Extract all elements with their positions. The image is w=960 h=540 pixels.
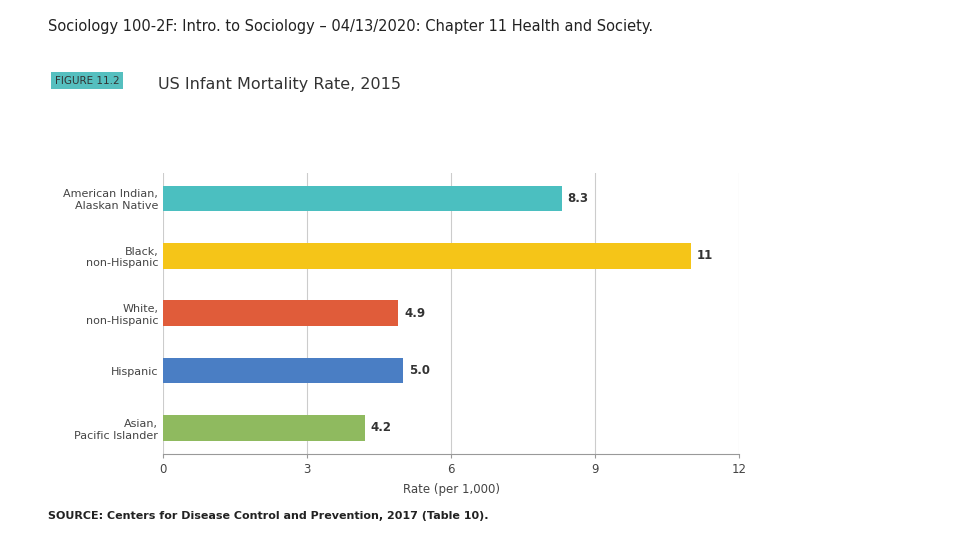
- Text: SOURCE: Centers for Disease Control and Prevention, 2017 (Table 10).: SOURCE: Centers for Disease Control and …: [48, 511, 489, 521]
- Text: Sociology 100-2F: Intro. to Sociology – 04/13/2020: Chapter 11 Health and Societ: Sociology 100-2F: Intro. to Sociology – …: [48, 19, 653, 34]
- Bar: [163, 415, 365, 441]
- X-axis label: Rate (per 1,000): Rate (per 1,000): [402, 483, 500, 496]
- Bar: [163, 243, 691, 269]
- Bar: [163, 357, 403, 383]
- Text: 4.2: 4.2: [371, 421, 392, 434]
- Text: 11: 11: [697, 249, 713, 262]
- Text: 5.0: 5.0: [409, 364, 430, 377]
- Bar: [163, 300, 398, 326]
- Text: 4.9: 4.9: [404, 307, 425, 320]
- Text: US Infant Mortality Rate, 2015: US Infant Mortality Rate, 2015: [158, 77, 401, 92]
- Text: FIGURE 11.2: FIGURE 11.2: [55, 76, 119, 86]
- Bar: [163, 186, 562, 211]
- Text: 8.3: 8.3: [567, 192, 588, 205]
